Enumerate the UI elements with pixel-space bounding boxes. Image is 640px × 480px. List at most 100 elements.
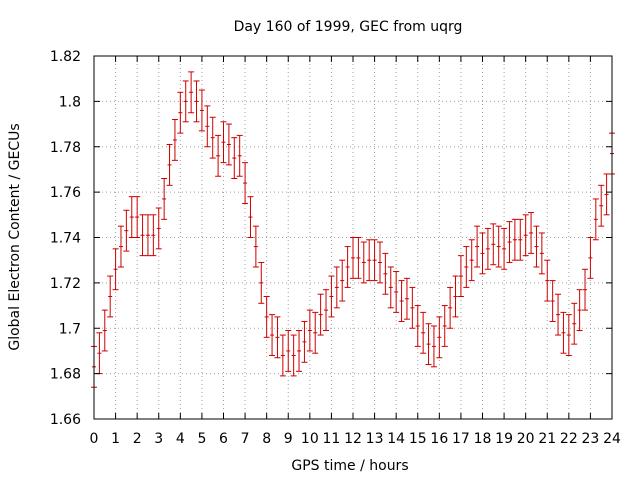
x-tick-label: 21 [538, 431, 556, 447]
data-point [242, 162, 249, 204]
x-tick-label: 16 [430, 431, 448, 447]
data-point [117, 225, 124, 268]
data-point [247, 196, 254, 238]
data-point [592, 198, 599, 241]
y-tick-label: 1.78 [50, 140, 81, 156]
x-tick-label: 7 [241, 431, 250, 447]
x-tick-label: 24 [603, 431, 621, 447]
data-point [511, 218, 518, 261]
data-point [393, 271, 400, 313]
data-point [495, 225, 502, 268]
data-point [414, 305, 421, 347]
data-point [528, 212, 535, 254]
data-point [376, 241, 383, 284]
x-tick-label: 4 [176, 431, 185, 447]
data-point [258, 261, 265, 304]
data-point [166, 143, 173, 186]
data-point [598, 184, 605, 227]
data-point [161, 178, 168, 220]
data-point [252, 225, 259, 268]
data-point [474, 225, 481, 268]
data-point [506, 221, 513, 263]
data-point [301, 320, 308, 363]
x-tick-label: 22 [560, 431, 578, 447]
data-point [188, 71, 195, 114]
data-point [436, 316, 443, 359]
x-tick-label: 13 [366, 431, 384, 447]
x-tick-label: 11 [323, 431, 341, 447]
data-point [306, 309, 313, 352]
data-point [312, 311, 319, 354]
data-point [457, 255, 464, 297]
data-point [279, 334, 286, 377]
data-point [441, 305, 448, 347]
data-point [344, 246, 351, 288]
data-point [128, 196, 135, 238]
data-point [571, 302, 578, 345]
data-point [177, 91, 184, 134]
x-tick-label: 10 [301, 431, 319, 447]
y-tick-label: 1.72 [50, 276, 81, 292]
data-point [582, 268, 589, 311]
data-point [538, 232, 545, 275]
data-point [123, 209, 130, 252]
data-point [479, 232, 486, 275]
data-point [501, 227, 508, 270]
data-point [285, 330, 292, 372]
data-point [333, 266, 340, 309]
data-point [403, 277, 410, 320]
data-point [317, 293, 324, 336]
data-point [350, 237, 356, 279]
data-point [463, 246, 470, 288]
x-tick-label: 3 [154, 431, 163, 447]
data-point [447, 286, 454, 329]
data-point [107, 275, 114, 318]
data-point [420, 311, 427, 354]
x-tick-label: 17 [452, 431, 470, 447]
data-point [587, 237, 594, 279]
data-point [360, 241, 367, 284]
data-point [155, 207, 162, 250]
data-point [544, 259, 551, 302]
data-point [382, 252, 389, 295]
y-tick-label: 1.82 [50, 49, 81, 65]
x-tick-label: 8 [262, 431, 271, 447]
data-point [328, 275, 335, 318]
data-point [387, 266, 394, 309]
x-tick-label: 9 [284, 431, 293, 447]
data-point [225, 123, 232, 166]
data-point [549, 280, 556, 322]
data-point [603, 173, 610, 216]
data-point [204, 105, 211, 148]
data-point [409, 286, 416, 329]
data-point [112, 248, 119, 291]
data-point [231, 137, 238, 180]
data-point [560, 311, 567, 354]
y-axis-label: Global Electron Content / GECUs [7, 123, 23, 350]
data-point [96, 332, 103, 375]
data-point [193, 80, 200, 123]
y-tick-label: 1.76 [50, 185, 81, 201]
data-point [576, 289, 583, 332]
data-point [215, 134, 222, 177]
x-tick-label: 6 [219, 431, 228, 447]
data-point [150, 214, 157, 257]
x-tick-label: 0 [90, 431, 99, 447]
data-point [144, 214, 151, 257]
data-point [398, 280, 405, 322]
data-point [269, 314, 276, 356]
x-axis-label: GPS time / hours [291, 458, 408, 474]
data-point [533, 225, 540, 268]
data-point [555, 293, 562, 336]
x-tick-label: 23 [582, 431, 600, 447]
data-point [263, 295, 270, 338]
data-point [490, 223, 497, 266]
y-tick-label: 1.7 [59, 321, 81, 337]
data-point [522, 214, 529, 257]
data-point [565, 314, 572, 356]
data-point [101, 309, 108, 352]
data-point [236, 134, 243, 177]
data-point [484, 227, 491, 270]
data-series [91, 71, 615, 388]
